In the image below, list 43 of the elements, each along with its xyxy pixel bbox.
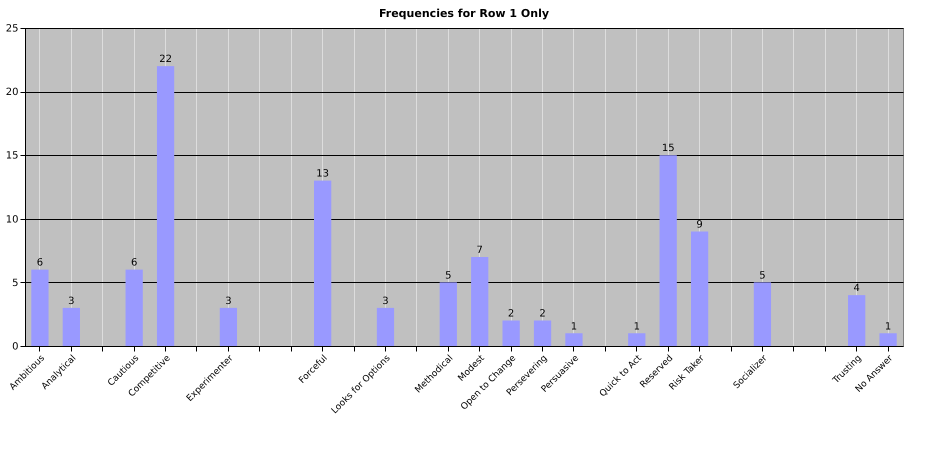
bar — [848, 295, 866, 346]
bar — [534, 320, 552, 346]
y-tick-label: 5 — [12, 278, 18, 289]
data-label: 7 — [476, 244, 483, 256]
data-label: 5 — [445, 270, 452, 282]
bar — [690, 232, 708, 346]
bar — [660, 155, 677, 346]
bar — [440, 282, 457, 346]
data-label: 2 — [508, 308, 514, 320]
bar — [62, 308, 80, 346]
bar — [220, 308, 238, 346]
data-label: 5 — [759, 270, 766, 282]
bar — [314, 180, 332, 346]
y-tick-label: 15 — [6, 150, 18, 162]
bar — [879, 333, 897, 346]
y-tick-label: 0 — [12, 342, 18, 352]
data-label: 1 — [884, 321, 892, 332]
data-label: 1 — [634, 321, 640, 332]
data-label: 15 — [662, 143, 675, 154]
chart-title: Frequencies for Row 1 Only — [378, 7, 550, 20]
bar — [471, 256, 488, 346]
data-label: 22 — [159, 54, 172, 66]
bar — [156, 66, 174, 346]
data-label: 3 — [68, 296, 75, 307]
data-label: 9 — [696, 220, 703, 231]
data-label: 3 — [225, 296, 232, 307]
data-label: 6 — [36, 258, 44, 269]
bar — [628, 333, 646, 346]
y-tick-label: 25 — [6, 24, 18, 34]
bar — [565, 333, 583, 346]
data-label: 1 — [570, 321, 578, 332]
bar — [502, 320, 520, 346]
bar — [376, 308, 394, 346]
bar — [754, 282, 772, 346]
data-label: 6 — [130, 258, 138, 269]
y-tick-label: 20 — [6, 87, 18, 98]
bar — [126, 270, 143, 346]
data-label: 4 — [853, 283, 860, 294]
data-label: 2 — [539, 308, 546, 320]
data-label: 13 — [316, 168, 330, 180]
data-label: 3 — [382, 296, 389, 307]
y-tick-label: 10 — [6, 214, 18, 226]
bar — [31, 270, 49, 346]
